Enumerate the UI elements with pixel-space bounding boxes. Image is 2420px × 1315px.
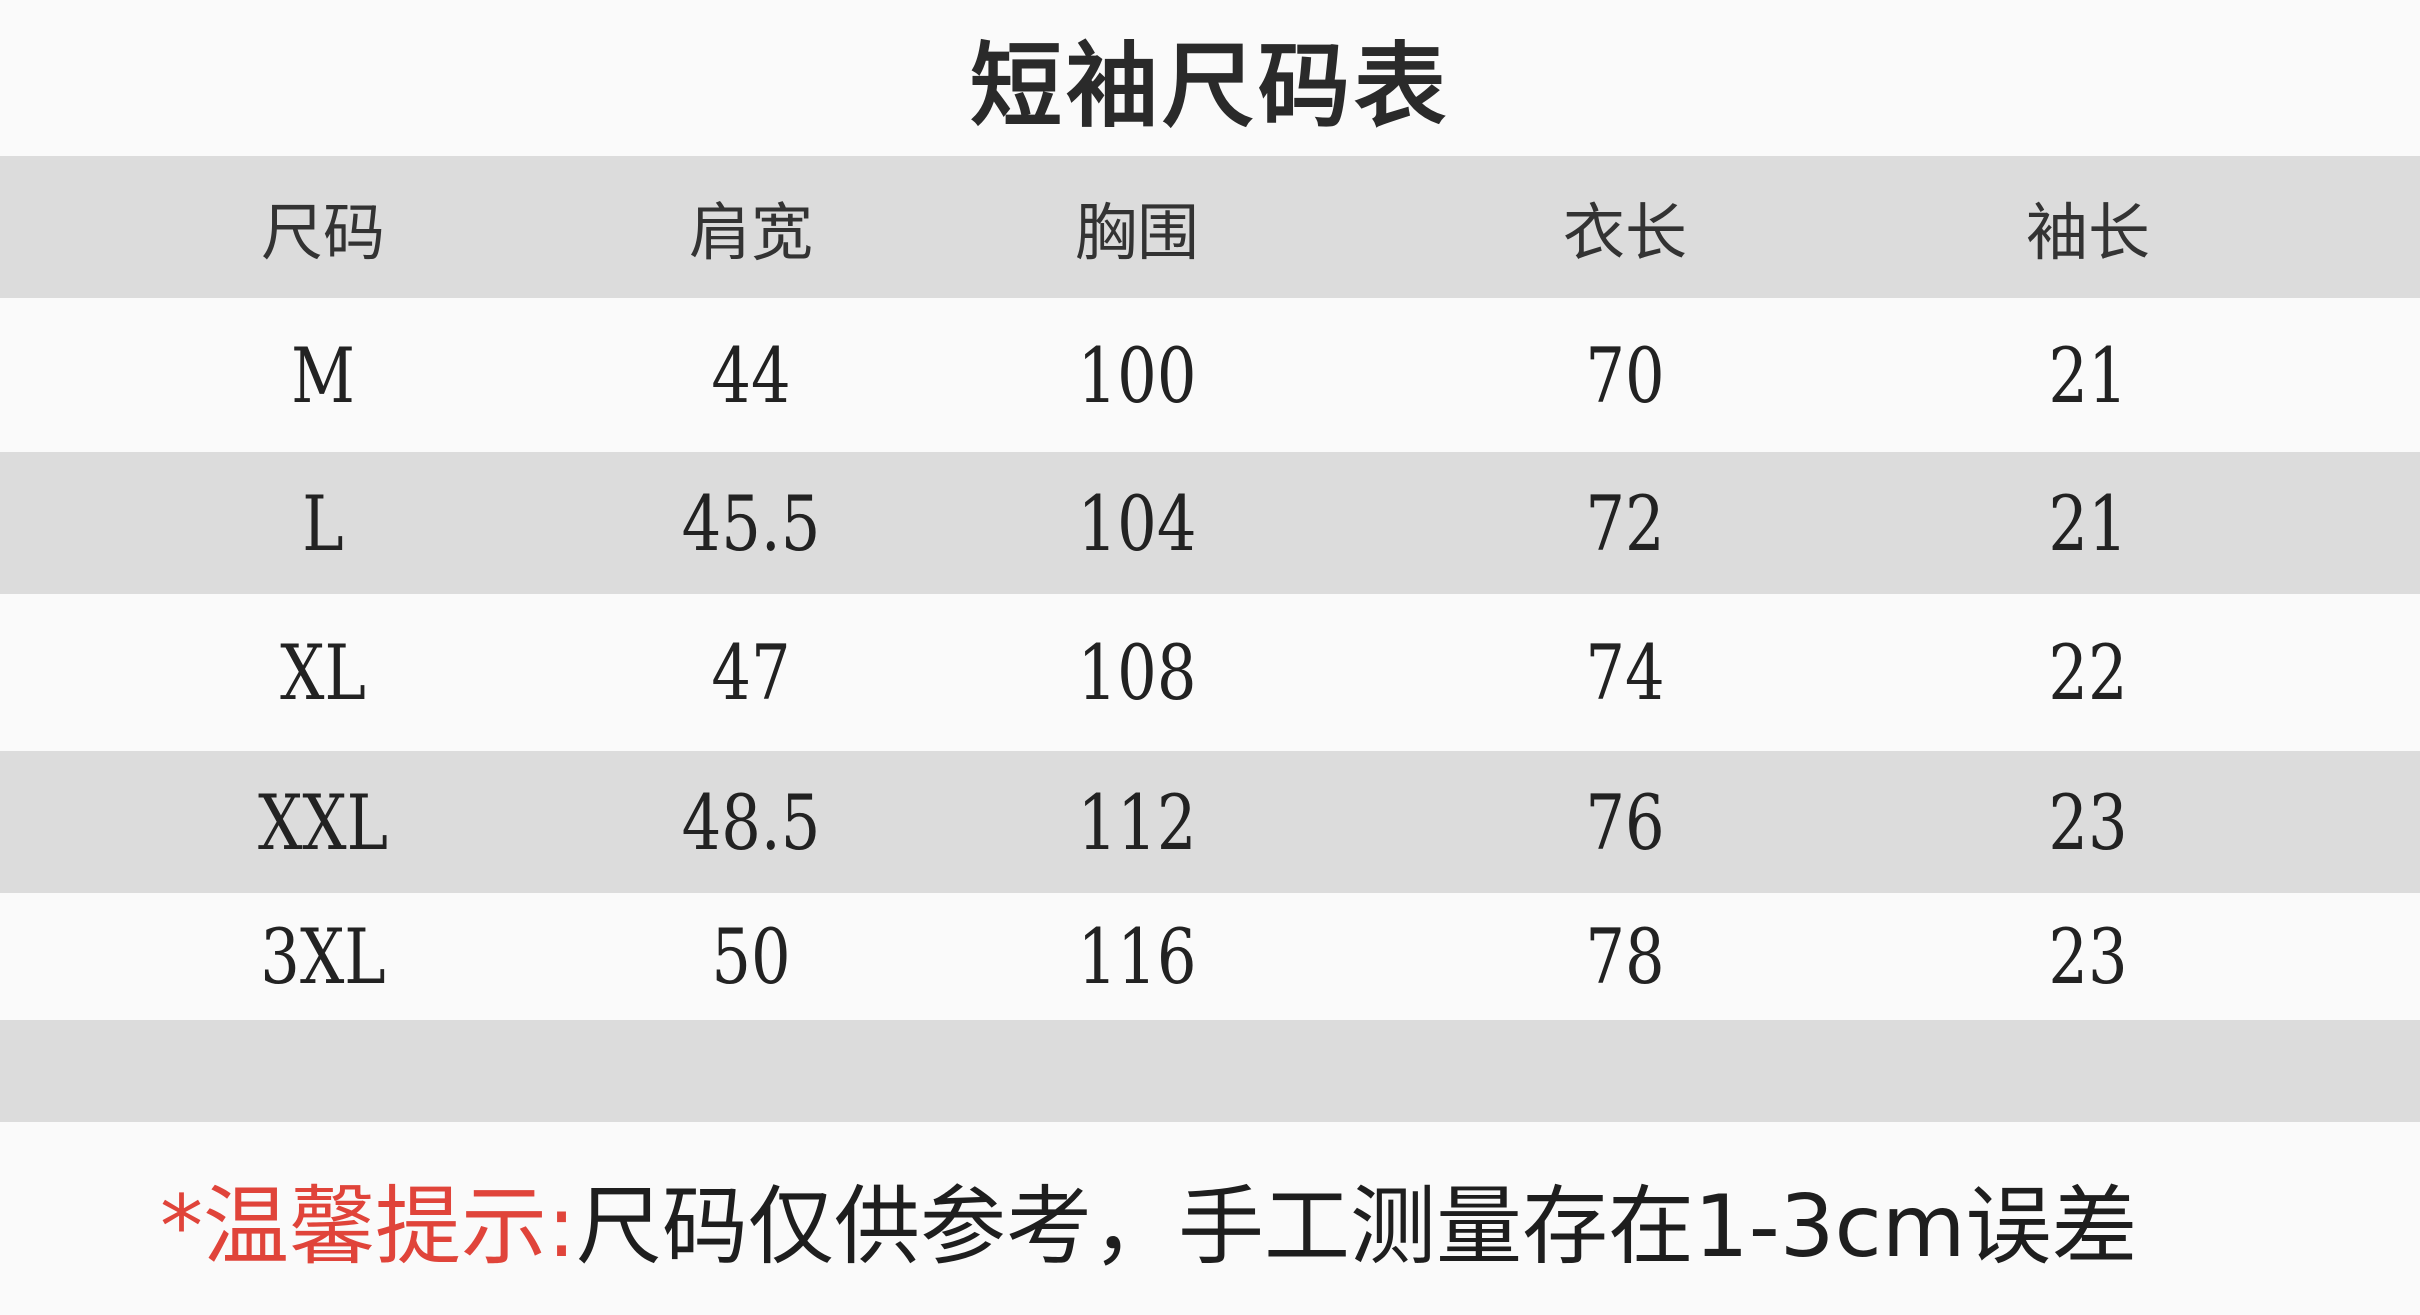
cell-length: 72	[1585, 478, 1665, 568]
header-chest: 胸围	[1074, 196, 1199, 269]
cell-chest: 100	[1077, 330, 1197, 420]
cell-sleeve: 23	[2048, 777, 2128, 867]
cell-sleeve: 21	[2048, 478, 2128, 568]
cell-chest: 112	[1077, 777, 1197, 867]
table-row: L 45.5 104 72 21	[0, 452, 2420, 594]
cell-length: 76	[1585, 777, 1665, 867]
cell-length: 74	[1585, 628, 1665, 717]
cell-shoulder: 47	[711, 628, 791, 717]
cell-size: M	[291, 330, 355, 420]
table-title: 短袖尺码表	[969, 32, 1450, 140]
cell-shoulder: 45.5	[681, 478, 821, 568]
cell-shoulder: 44	[711, 330, 791, 420]
cell-chest: 104	[1077, 478, 1197, 568]
cell-chest: 116	[1077, 912, 1197, 1001]
cell-shoulder: 50	[711, 912, 791, 1001]
cell-length: 78	[1585, 912, 1665, 1001]
cell-sleeve: 21	[2048, 330, 2128, 420]
header-shoulder: 肩宽	[688, 196, 813, 269]
cell-sleeve: 23	[2048, 912, 2128, 1001]
cell-size: XL	[280, 628, 366, 717]
cell-length: 70	[1585, 330, 1665, 420]
header-sleeve: 袖长	[2025, 196, 2150, 269]
cell-size: 3XL	[260, 912, 386, 1001]
cell-chest: 108	[1077, 628, 1197, 717]
cell-sleeve: 22	[2048, 628, 2128, 717]
header-length: 衣长	[1562, 196, 1687, 269]
cell-shoulder: 48.5	[681, 777, 821, 867]
empty-row	[0, 1020, 2420, 1122]
footer-note: *温馨提示: 尺码仅供参考，手工测量存在1-3cm误差	[0, 1122, 2420, 1315]
cell-size: L	[302, 478, 344, 568]
table-row: XXL 48.5 112 76 23	[0, 751, 2420, 893]
table-row: XL 47 108 74 22	[0, 594, 2420, 751]
header-row: 尺码 肩宽 胸围 衣长 袖长	[0, 156, 2420, 298]
measurement-note: 尺码仅供参考，手工测量存在1-3cm误差	[575, 1177, 2138, 1277]
warning-label: *温馨提示:	[160, 1177, 576, 1277]
cell-size: XXL	[257, 777, 389, 867]
table-row: M 44 100 70 21	[0, 298, 2420, 452]
table-row: 3XL 50 116 78 23	[0, 893, 2420, 1020]
header-size: 尺码	[260, 196, 385, 269]
